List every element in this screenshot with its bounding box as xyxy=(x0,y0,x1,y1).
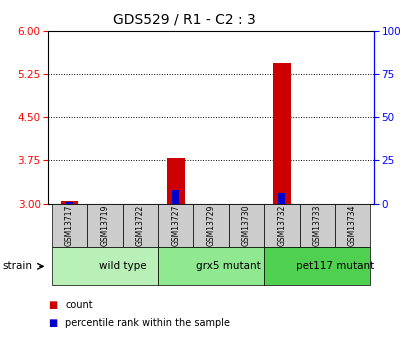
Text: GSM13717: GSM13717 xyxy=(65,205,74,246)
Text: pet117 mutant: pet117 mutant xyxy=(296,261,374,270)
Text: GSM13729: GSM13729 xyxy=(207,205,215,246)
Bar xyxy=(158,247,264,285)
Bar xyxy=(172,190,179,204)
Text: strain: strain xyxy=(2,262,32,271)
Bar xyxy=(123,204,158,247)
Bar xyxy=(158,204,193,247)
Bar xyxy=(60,201,79,204)
Bar xyxy=(278,193,285,204)
Text: GSM13722: GSM13722 xyxy=(136,205,145,246)
Text: grx5 mutant: grx5 mutant xyxy=(197,261,261,270)
Text: percentile rank within the sample: percentile rank within the sample xyxy=(65,318,230,327)
Text: GDS529 / R1 - C2 : 3: GDS529 / R1 - C2 : 3 xyxy=(113,12,256,26)
Bar xyxy=(273,63,291,204)
Bar xyxy=(264,204,299,247)
Text: GSM13733: GSM13733 xyxy=(313,204,322,246)
Text: GSM13730: GSM13730 xyxy=(242,204,251,246)
Text: ■: ■ xyxy=(48,318,58,327)
Bar xyxy=(66,202,73,204)
Text: ■: ■ xyxy=(48,300,58,310)
Text: GSM13727: GSM13727 xyxy=(171,205,180,246)
Bar xyxy=(87,204,123,247)
Text: GSM13719: GSM13719 xyxy=(100,205,109,246)
Text: GSM13732: GSM13732 xyxy=(277,205,286,246)
Bar xyxy=(193,204,229,247)
Bar xyxy=(167,158,184,204)
Bar xyxy=(52,204,87,247)
Bar xyxy=(264,247,370,285)
Text: GSM13734: GSM13734 xyxy=(348,204,357,246)
Bar xyxy=(299,204,335,247)
Bar xyxy=(52,247,158,285)
Text: wild type: wild type xyxy=(99,261,147,270)
Bar xyxy=(229,204,264,247)
Bar xyxy=(335,204,370,247)
Text: count: count xyxy=(65,300,93,310)
